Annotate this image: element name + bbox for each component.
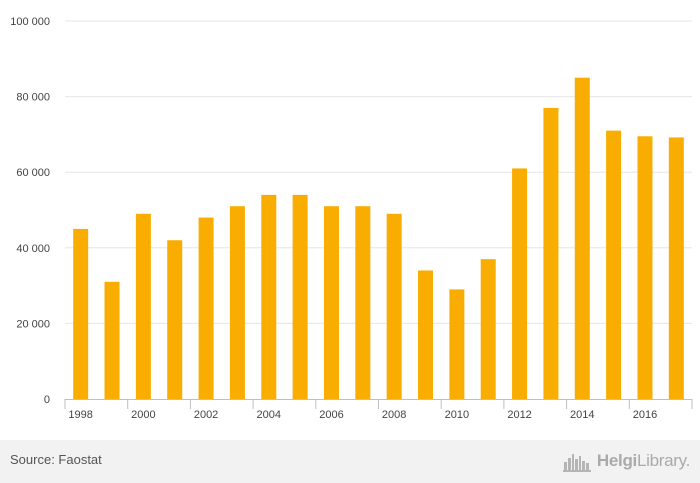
bar xyxy=(480,259,496,399)
y-tick-label: 0 xyxy=(44,394,50,406)
y-tick-label: 60 000 xyxy=(16,167,50,179)
helgilibrary-logo: HelgiLibrary. xyxy=(562,448,690,474)
x-tick-label: 2010 xyxy=(445,409,469,421)
axes: 0 20 000 40 000 60 000 80 000 100 000 1998 2000… xyxy=(10,16,693,421)
footer: Source: Faostat HelgiLibrary. xyxy=(0,440,700,483)
x-tick-label: 2008 xyxy=(382,409,406,421)
bar xyxy=(104,281,120,399)
bar xyxy=(292,194,308,399)
bar xyxy=(543,107,559,399)
bar xyxy=(574,77,590,399)
bar xyxy=(386,213,402,399)
x-tick-label: 2000 xyxy=(131,409,155,421)
bar xyxy=(512,168,528,399)
x-tick-label: 2004 xyxy=(257,409,281,421)
bar-chart: 0 20 000 40 000 60 000 80 000 100 000 1998 2000… xyxy=(10,16,693,421)
bar xyxy=(668,137,684,399)
bar xyxy=(449,289,465,399)
bar xyxy=(198,217,214,399)
x-tick-label: 1998 xyxy=(68,409,92,421)
source-label: Source: Faostat xyxy=(10,452,102,467)
bar xyxy=(637,136,653,400)
bar xyxy=(418,270,434,399)
bar xyxy=(606,130,622,399)
y-tick-label: 40 000 xyxy=(16,243,50,255)
bar xyxy=(167,240,183,399)
logo-text: HelgiLibrary. xyxy=(596,451,690,470)
y-tick-label: 100 000 xyxy=(10,16,50,28)
bar xyxy=(323,206,339,399)
bar xyxy=(261,194,277,399)
x-tick-label: 2002 xyxy=(194,409,218,421)
bar xyxy=(73,228,89,399)
bar xyxy=(229,206,245,399)
x-tick-label: 2016 xyxy=(633,409,657,421)
x-tick-label: 2006 xyxy=(319,409,343,421)
y-tick-label: 20 000 xyxy=(16,318,50,330)
y-tick-label: 80 000 xyxy=(16,92,50,104)
bar xyxy=(135,213,151,399)
grid-lines xyxy=(65,20,692,324)
city-skyline-icon xyxy=(562,454,591,472)
x-tick-label: 2014 xyxy=(570,409,594,421)
bar xyxy=(355,206,371,399)
x-tick-label: 2012 xyxy=(507,409,531,421)
bars xyxy=(73,77,684,400)
